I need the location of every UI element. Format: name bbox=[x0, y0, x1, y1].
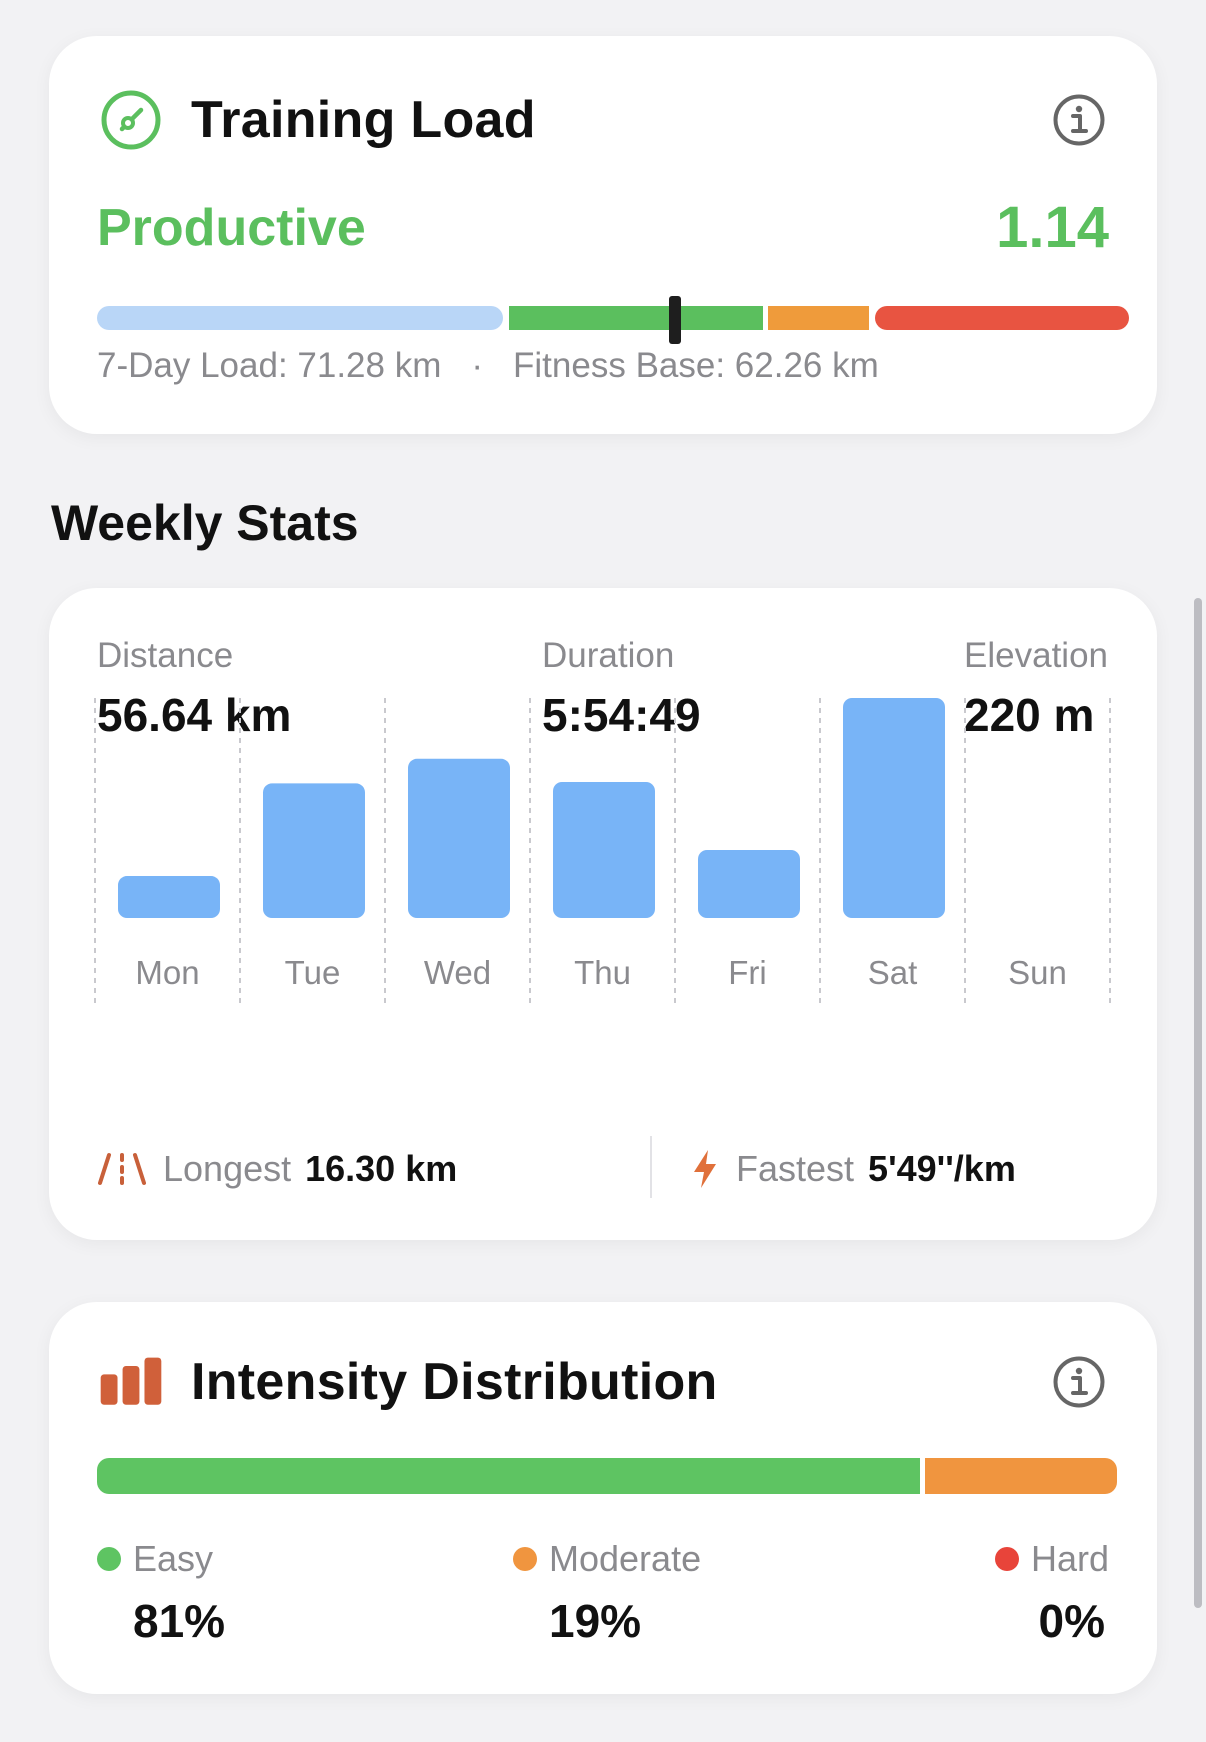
intensity-distribution-card[interactable]: Intensity Distribution Easy 81% Moderate… bbox=[49, 1302, 1157, 1694]
fitness-base: Fitness Base: 62.26 km bbox=[513, 346, 879, 385]
seven-day-load: 7-Day Load: 71.28 km bbox=[97, 346, 442, 385]
longest-value: 16.30 km bbox=[305, 1148, 458, 1189]
moderate-dot bbox=[513, 1547, 537, 1571]
longest-run: Longest 16.30 km bbox=[97, 1148, 457, 1190]
meta-separator: · bbox=[471, 346, 484, 385]
day-label-fri: Fri bbox=[728, 954, 766, 991]
intensity-segment-moderate bbox=[925, 1458, 1117, 1494]
info-icon bbox=[1053, 94, 1105, 146]
longest-label: Longest bbox=[163, 1148, 292, 1189]
gauge-icon bbox=[99, 88, 163, 152]
day-label-wed: Wed bbox=[424, 954, 491, 991]
bar-mon[interactable] bbox=[118, 876, 220, 918]
easy-value: 81% bbox=[133, 1595, 226, 1647]
gauge-segment-low bbox=[97, 306, 503, 330]
moderate-value: 19% bbox=[549, 1595, 642, 1647]
stat-elevation-label: Elevation bbox=[964, 636, 1108, 675]
hard-value: 0% bbox=[1038, 1595, 1105, 1647]
intensity-header: Intensity Distribution bbox=[99, 1350, 1107, 1414]
stat-elevation-value: 220 m bbox=[964, 689, 1095, 741]
day-label-mon: Mon bbox=[135, 954, 199, 991]
weekly-distance-chart: Mon Tue Wed Thu Fri Sat Sun bbox=[94, 698, 1111, 1006]
training-load-info-button[interactable] bbox=[1051, 92, 1107, 148]
day-label-tue: Tue bbox=[285, 954, 341, 991]
legend-easy: Easy 81% bbox=[97, 1538, 225, 1648]
day-label-sat: Sat bbox=[868, 954, 918, 991]
legend-moderate: Moderate 19% bbox=[513, 1538, 701, 1648]
info-icon bbox=[1053, 1356, 1105, 1408]
stat-elevation: Elevation 220 m bbox=[964, 636, 1108, 742]
intensity-bar bbox=[97, 1458, 1117, 1494]
lightning-icon bbox=[694, 1150, 716, 1188]
training-load-header: Training Load bbox=[99, 88, 1107, 152]
training-load-status-row: Productive 1.14 bbox=[97, 194, 1109, 261]
bar-tue[interactable] bbox=[263, 783, 365, 918]
fastest-pace: Fastest 5'49''/km bbox=[690, 1148, 1016, 1190]
legend-hard: Hard 0% bbox=[994, 1538, 1109, 1648]
gauge-marker bbox=[668, 296, 681, 344]
gauge-segment-high bbox=[768, 306, 869, 330]
scrollbar[interactable] bbox=[1194, 598, 1202, 1608]
intensity-title: Intensity Distribution bbox=[191, 1353, 718, 1411]
weekly-stats-card[interactable]: Distance 56.64 km Duration 5:54:49 Eleva… bbox=[49, 588, 1157, 1240]
bar-wed[interactable] bbox=[408, 758, 510, 918]
training-load-card[interactable]: Training Load Productive 1.14 7-Day Load… bbox=[49, 36, 1157, 434]
day-label-thu: Thu bbox=[574, 954, 631, 991]
gauge-segment-productive bbox=[509, 306, 763, 330]
footer-divider bbox=[650, 1136, 652, 1198]
fastest-value: 5'49''/km bbox=[868, 1148, 1016, 1189]
weekly-stats-footer: Longest 16.30 km Fastest 5'49''/km bbox=[97, 1136, 1109, 1202]
hard-label: Hard bbox=[1030, 1538, 1109, 1579]
weekly-stats-title: Weekly Stats bbox=[51, 495, 359, 551]
training-load-gauge bbox=[97, 296, 1129, 344]
easy-dot bbox=[97, 1547, 121, 1571]
training-load-title: Training Load bbox=[191, 91, 536, 149]
easy-label: Easy bbox=[133, 1538, 214, 1579]
bar-fri[interactable] bbox=[698, 849, 800, 918]
bar-chart-icon bbox=[99, 1350, 163, 1414]
intensity-info-button[interactable] bbox=[1051, 1354, 1107, 1410]
training-load-ratio: 1.14 bbox=[996, 195, 1109, 260]
moderate-label: Moderate bbox=[549, 1538, 702, 1579]
day-label-sun: Sun bbox=[1008, 954, 1067, 991]
stat-duration-label: Duration bbox=[542, 636, 675, 675]
stat-distance-value: 56.64 km bbox=[97, 689, 292, 741]
stat-duration: Duration 5:54:49 bbox=[542, 636, 701, 742]
gauge-segment-very-high bbox=[875, 306, 1129, 330]
stat-distance: Distance 56.64 km bbox=[97, 636, 291, 742]
bar-sat[interactable] bbox=[843, 698, 945, 918]
training-load-meta: 7-Day Load: 71.28 km · Fitness Base: 62.… bbox=[97, 346, 879, 386]
stat-distance-label: Distance bbox=[97, 636, 234, 675]
intensity-segment-easy bbox=[97, 1458, 921, 1494]
bar-thu[interactable] bbox=[553, 781, 655, 918]
training-load-status: Productive bbox=[97, 198, 366, 257]
hard-dot bbox=[994, 1547, 1019, 1571]
route-icon bbox=[98, 1153, 146, 1185]
fastest-label: Fastest bbox=[736, 1148, 855, 1189]
